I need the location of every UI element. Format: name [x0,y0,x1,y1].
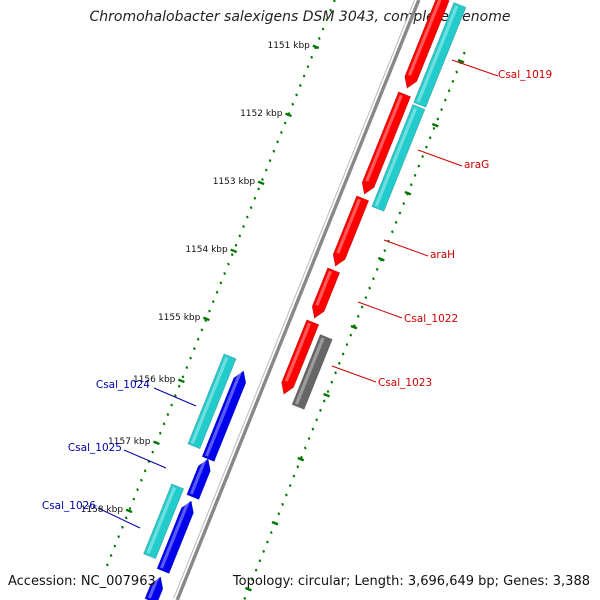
gene-csal-1019[interactable] [413,2,467,108]
gene-label[interactable]: Csal_1023 [378,377,432,389]
leader-line [153,387,197,407]
inner-tick [457,58,465,64]
map-title: Chromohalobacter salexigens DSM 3043, co… [89,9,511,25]
leader-line [417,149,463,167]
gene-label[interactable]: araH [430,249,455,261]
cds-csal-1019[interactable] [404,0,450,89]
cds-csal-1023[interactable] [281,319,320,395]
leader-line [97,507,141,529]
tick-label: 1151 kbp [267,41,310,51]
tick-label: 1154 kbp [185,245,228,255]
leader-line [331,365,377,383]
gene-label[interactable]: Csal_1025 [68,442,122,454]
gene-arag[interactable] [371,104,426,212]
leader-line [451,59,499,77]
inner-tick [244,586,252,592]
inner-tick [323,392,331,398]
tick-label: 1152 kbp [240,109,283,119]
accession-text: Accession: NC_007963 [8,574,156,589]
tick-label: 1155 kbp [158,313,201,323]
gene-label[interactable]: Csal_1026 [42,500,96,512]
major-tick [125,508,133,514]
gene-label[interactable]: araG [464,159,489,171]
cds-csal-1026[interactable] [156,500,194,574]
leader-line [357,301,403,319]
major-tick [285,112,292,118]
tick-label: 1157 kbp [108,437,151,447]
cds-csal-1024[interactable] [201,370,247,462]
inner-tick [271,520,279,526]
major-tick [202,316,210,322]
tick-label: 1156 kbp [133,375,176,385]
cds-arah[interactable] [332,195,370,267]
gene-label[interactable]: Csal_1024 [96,379,150,391]
gene-label[interactable]: Csal_1022 [404,313,458,325]
inner-tick [377,256,385,262]
gene-csal-1024[interactable] [187,353,237,450]
inner-tick [404,190,412,196]
leader-line [123,449,167,469]
cds-csal-1022[interactable] [311,267,341,319]
inner-tick [297,456,305,462]
gene-csal-1026[interactable] [143,483,185,560]
inner-tick [431,122,439,128]
major-tick [177,378,185,384]
cds-next[interactable] [144,576,164,600]
backbone-shadow-line [173,0,416,599]
cds-csal-1025[interactable] [186,458,211,500]
major-tick [312,44,320,50]
summary-text: Topology: circular; Length: 3,696,649 bp… [232,574,590,589]
backbone-line [175,0,421,600]
major-tick [230,248,238,254]
major-tick [257,180,265,186]
major-tick [152,440,160,446]
inner-dot-track [243,51,466,600]
tick-label: 1158 kbp [81,505,124,515]
pseudo-csal-1023[interactable] [291,334,333,410]
leader-line [383,239,429,257]
cds-arag[interactable] [361,91,412,195]
tick-label: 1153 kbp [213,177,256,187]
gene-label[interactable]: Csal_1019 [498,69,552,81]
inner-tick [350,324,358,330]
